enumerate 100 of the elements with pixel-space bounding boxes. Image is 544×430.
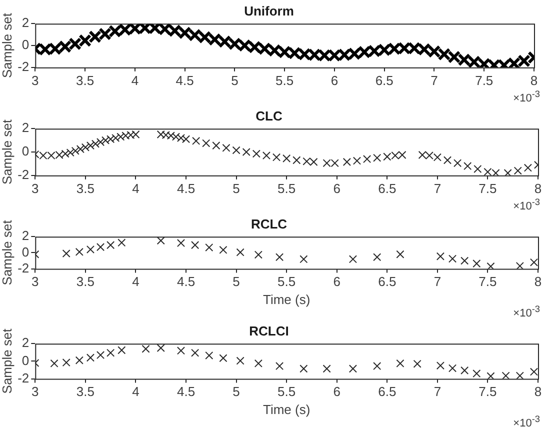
point bbox=[68, 37, 82, 50]
x-tick-label: 6 bbox=[333, 274, 340, 290]
point bbox=[516, 372, 524, 379]
point bbox=[238, 39, 252, 52]
x-tick-label: 5.5 bbox=[278, 274, 296, 290]
point bbox=[328, 48, 341, 62]
point bbox=[198, 30, 212, 44]
x-tick-label: 6.5 bbox=[375, 72, 394, 88]
y-axis-title: Sample set bbox=[0, 119, 14, 185]
text: ×10$^{-3}$ bbox=[513, 303, 540, 320]
x-tick-label: 3.5 bbox=[76, 384, 94, 400]
y-tick-label: 0 bbox=[22, 244, 30, 260]
point bbox=[156, 344, 165, 352]
point bbox=[278, 46, 292, 59]
x-tick-label: 3 bbox=[32, 72, 39, 88]
y-tick-label: 0 bbox=[22, 144, 30, 159]
point bbox=[47, 151, 56, 160]
point bbox=[272, 153, 281, 162]
x-tick-label: 7.5 bbox=[478, 180, 497, 196]
point bbox=[298, 48, 311, 61]
point bbox=[182, 135, 190, 144]
point bbox=[418, 42, 431, 56]
point bbox=[138, 24, 152, 34]
point bbox=[128, 24, 142, 35]
x-tick-label: 5 bbox=[232, 384, 240, 400]
point bbox=[71, 146, 80, 155]
point bbox=[108, 24, 122, 38]
point bbox=[156, 236, 165, 245]
y-tick-label: 2 bbox=[22, 120, 30, 136]
point bbox=[142, 344, 150, 353]
point bbox=[425, 151, 434, 160]
point bbox=[76, 145, 84, 154]
point bbox=[62, 249, 70, 258]
y-tick-label: -2 bbox=[18, 58, 30, 74]
point bbox=[460, 366, 469, 374]
point bbox=[219, 246, 228, 254]
chart-title: Uniform bbox=[244, 3, 294, 18]
x-tick-label: 7 bbox=[430, 72, 438, 88]
point bbox=[50, 359, 58, 368]
point bbox=[436, 362, 444, 370]
x-tick-label: 5.5 bbox=[278, 180, 296, 196]
y-axis-title: Sample set bbox=[0, 12, 14, 78]
point bbox=[191, 348, 200, 357]
point bbox=[254, 250, 262, 259]
x-tick-label: 8 bbox=[534, 180, 542, 196]
point bbox=[126, 131, 135, 140]
point bbox=[208, 33, 222, 46]
point bbox=[172, 132, 180, 141]
point bbox=[98, 28, 112, 40]
x-tick-label: 3.5 bbox=[76, 72, 94, 88]
x-tick-label: 4 bbox=[132, 384, 140, 400]
point bbox=[478, 58, 491, 68]
point bbox=[106, 348, 115, 357]
x-tick-label: 5 bbox=[232, 180, 240, 196]
point bbox=[75, 356, 84, 364]
point bbox=[176, 239, 186, 248]
point bbox=[302, 157, 311, 166]
point bbox=[322, 364, 331, 373]
point bbox=[122, 132, 130, 140]
point bbox=[58, 40, 72, 54]
x-tick-label: 6.5 bbox=[378, 180, 396, 196]
point bbox=[396, 359, 404, 368]
point bbox=[118, 238, 126, 247]
point bbox=[242, 148, 250, 156]
point bbox=[398, 150, 406, 159]
point bbox=[86, 245, 95, 254]
x-tick-label: 5.5 bbox=[276, 72, 294, 88]
point bbox=[448, 364, 457, 372]
point bbox=[86, 142, 95, 150]
point bbox=[508, 57, 520, 68]
x-tick-label: 4.5 bbox=[176, 180, 196, 196]
point bbox=[106, 135, 115, 144]
point bbox=[352, 156, 362, 165]
point bbox=[448, 254, 457, 263]
x-tick-label: 6.5 bbox=[378, 274, 396, 290]
point bbox=[368, 44, 381, 58]
x-tick-label: 6 bbox=[333, 384, 340, 400]
point bbox=[91, 140, 100, 148]
x-tick-label: 7.5 bbox=[475, 72, 494, 88]
y-axis-title: Sample set bbox=[0, 328, 14, 394]
x-tick-label: 4.5 bbox=[176, 72, 194, 88]
x-tick-label: 4.5 bbox=[176, 274, 196, 290]
point bbox=[96, 351, 105, 360]
x-tick-label: 3.5 bbox=[76, 180, 94, 196]
x-tick-label: 7.5 bbox=[478, 384, 497, 400]
point bbox=[218, 35, 232, 48]
point bbox=[102, 136, 110, 144]
point bbox=[106, 241, 115, 250]
point bbox=[191, 241, 200, 250]
y-tick-label: 0 bbox=[22, 37, 30, 52]
point bbox=[454, 159, 462, 168]
x-tick-label: 7.5 bbox=[478, 274, 497, 290]
point bbox=[112, 134, 120, 142]
point bbox=[66, 148, 74, 157]
point bbox=[262, 151, 270, 160]
point bbox=[236, 356, 244, 365]
point bbox=[300, 255, 308, 264]
point bbox=[514, 166, 522, 175]
point bbox=[292, 156, 301, 164]
point bbox=[248, 40, 262, 54]
